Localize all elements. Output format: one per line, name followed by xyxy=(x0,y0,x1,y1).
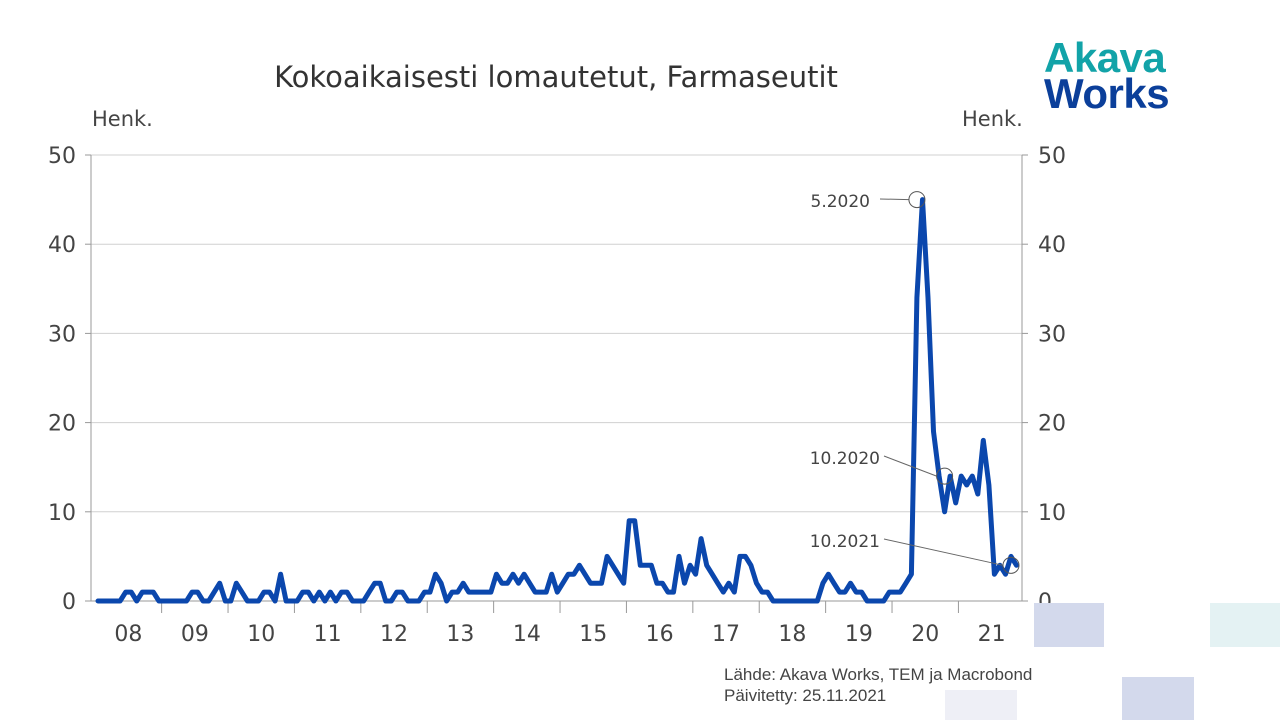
x-tick-label: 15 xyxy=(579,622,607,647)
annotation-leader xyxy=(883,455,937,477)
x-tick-label: 17 xyxy=(712,622,740,647)
x-tick-label: 16 xyxy=(646,622,674,647)
grid-lines xyxy=(91,154,1022,513)
series-line xyxy=(95,197,1019,604)
annotations-layer: 5.2020 10.2020 10.2021 xyxy=(810,191,1020,574)
annotation-leader xyxy=(879,198,909,201)
annotation-marker xyxy=(1002,556,1020,574)
decorative-square-4 xyxy=(945,690,1017,720)
x-tick-label: 19 xyxy=(845,622,873,647)
logo-line-works: Works xyxy=(1044,70,1170,118)
x-tick-label: 14 xyxy=(513,622,541,647)
x-tick-label: 10 xyxy=(247,622,275,647)
y-tick-label-right: 30 xyxy=(1038,322,1066,347)
decorative-square-1 xyxy=(1034,603,1104,647)
source-note: Lähde: Akava Works, TEM ja Macrobond Päi… xyxy=(724,664,1032,706)
akava-works-logo: Akava Works xyxy=(1044,34,1170,118)
decorative-square-3 xyxy=(1122,677,1194,720)
tick-labels: 0010102020303040405050080910111213141516… xyxy=(48,144,1066,647)
logo-line-akava: Akava xyxy=(1044,34,1166,81)
chart-title: Kokoaikaisesti lomautetut, Farmaseutit xyxy=(274,60,838,94)
y-tick-label-left: 20 xyxy=(48,412,76,437)
y-tick-label-right: 50 xyxy=(1038,144,1066,169)
annotation-label: 5.2020 xyxy=(811,192,870,212)
y-tick-label-right: 40 xyxy=(1038,233,1066,258)
annotation-label: 10.2021 xyxy=(810,532,880,552)
source-text: Lähde: Akava Works, TEM ja Macrobond xyxy=(724,665,1033,684)
x-tick-label: 09 xyxy=(181,622,209,647)
updated-text: Päivitetty: 25.11.2021 xyxy=(724,686,887,705)
y-tick-label-left: 40 xyxy=(48,233,76,258)
y-tick-label-left: 0 xyxy=(62,590,76,615)
decorative-square-2 xyxy=(1210,603,1280,647)
annotation-leader xyxy=(883,538,1004,566)
x-tick-label: 20 xyxy=(911,622,939,647)
annotation-marker xyxy=(936,467,954,485)
x-tick-label: 11 xyxy=(314,622,342,647)
y-tick-label-right: 20 xyxy=(1038,412,1066,437)
y-tick-label-left: 50 xyxy=(48,144,76,169)
series-layer xyxy=(95,197,1019,604)
x-tick-label: 08 xyxy=(114,622,142,647)
y-tick-label-left: 30 xyxy=(48,322,76,347)
x-tick-label: 21 xyxy=(978,622,1006,647)
x-tick-label: 18 xyxy=(778,622,806,647)
x-tick-label: 12 xyxy=(380,622,408,647)
x-tick-label: 13 xyxy=(446,622,474,647)
axes xyxy=(85,154,1028,613)
y-axis-unit-left: Henk. xyxy=(92,107,153,131)
y-tick-label-right: 10 xyxy=(1038,501,1066,526)
y-tick-label-left: 10 xyxy=(48,501,76,526)
y-axis-unit-right: Henk. xyxy=(962,107,1023,131)
annotation-label: 10.2020 xyxy=(810,449,880,469)
annotation-marker xyxy=(908,191,926,209)
